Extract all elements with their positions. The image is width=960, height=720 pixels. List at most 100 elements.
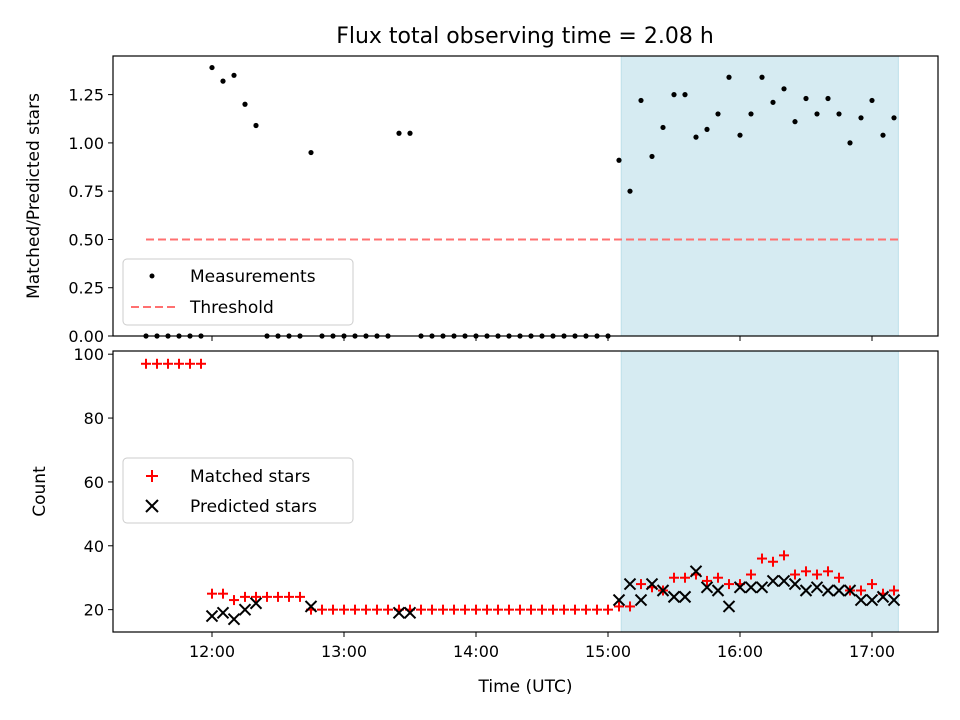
matched-star-point — [372, 604, 382, 615]
top-y-tick-label: 0.50 — [68, 230, 104, 249]
bottom-legend-box — [122, 457, 354, 524]
measurement-point — [869, 97, 875, 104]
bottom-y-tick-label: 100 — [73, 345, 104, 364]
predicted-star-point — [876, 590, 890, 604]
measurement-point — [836, 111, 842, 117]
matched-star-point — [790, 569, 800, 580]
predicted-star-point — [634, 593, 648, 607]
matched-star-point — [757, 553, 767, 564]
measurement-point — [737, 132, 743, 138]
matched-star-point — [141, 358, 151, 369]
measurement-point — [396, 130, 402, 136]
top-y-axis-label: Matched/Predicted stars — [24, 93, 44, 299]
measurement-point — [627, 188, 633, 194]
measurement-point — [803, 95, 809, 102]
matched-legend-plus — [146, 470, 158, 482]
predicted-stars-legend-label: Predicted stars — [190, 497, 317, 517]
top-legend: Measurements Threshold — [122, 258, 354, 326]
matched-star-point — [185, 358, 195, 369]
matched-star-point — [174, 358, 184, 369]
predicted-star-point — [612, 593, 626, 607]
matched-star-point — [240, 591, 250, 602]
x-axis-label: Time (UTC) — [478, 677, 573, 697]
top-y-tick-label: 0.00 — [68, 327, 104, 346]
matched-star-point — [460, 604, 470, 615]
matched-star-point — [416, 604, 426, 615]
measurement-point — [748, 111, 754, 117]
bottom-y-tick-label: 20 — [84, 601, 104, 620]
measurement-point — [220, 78, 226, 84]
matched-star-point — [625, 601, 635, 612]
matched-star-point — [471, 604, 481, 615]
matched-star-point — [504, 604, 514, 615]
predicted-star-point — [799, 584, 813, 597]
measurement-point — [671, 92, 677, 98]
matched-star-point — [515, 604, 525, 615]
threshold-legend-label: Threshold — [189, 298, 274, 318]
measurement-point — [253, 122, 259, 129]
top-y-tick-label: 1.25 — [68, 86, 104, 105]
bottom-y-axis-label: Count — [30, 466, 50, 517]
matched-stars-legend-marker — [146, 470, 158, 482]
matched-star-point — [262, 591, 272, 602]
predicted-star-point — [821, 584, 835, 597]
matched-star-point — [317, 604, 327, 615]
measurement-point — [242, 101, 248, 107]
predicted-star-point — [744, 581, 758, 594]
measurement-point — [682, 92, 688, 98]
matched-star-point — [746, 569, 756, 580]
matched-star-point — [152, 358, 162, 369]
predicted-star-point — [227, 613, 241, 626]
matched-star-point — [526, 604, 536, 615]
matched-star-point — [482, 604, 492, 615]
figure-title: Flux total observing time = 2.08 h — [336, 24, 714, 49]
top-y-axis-ticks: 0.00 0.25 0.50 0.75 1.00 1.25 — [68, 86, 113, 346]
matched-star-point — [636, 579, 646, 590]
measurement-point — [792, 119, 798, 125]
matched-star-point — [207, 588, 217, 599]
predicted-star-point — [205, 609, 219, 623]
bottom-y-tick-label: 80 — [84, 409, 104, 428]
matched-star-point — [889, 585, 899, 596]
x-tick-label: 15:00 — [585, 642, 631, 661]
measurement-point — [825, 95, 831, 102]
matched-star-point — [163, 358, 173, 369]
x-tick-label: 13:00 — [321, 642, 367, 661]
predicted-star-point — [249, 597, 263, 610]
predicted-star-point — [755, 581, 769, 594]
matched-star-point — [779, 550, 789, 561]
bottom-y-tick-label: 60 — [84, 473, 104, 492]
measurement-point — [308, 149, 314, 156]
measurement-point — [858, 115, 864, 121]
predicted-star-point — [843, 584, 857, 597]
matched-star-point — [680, 572, 690, 583]
measurements-legend-marker — [149, 273, 155, 279]
top-legend-box — [122, 258, 354, 326]
predicted-star-point — [304, 600, 318, 613]
predicted-stars-points — [205, 565, 901, 626]
measurement-point — [770, 99, 776, 105]
predicted-star-point — [788, 577, 802, 591]
measurement-point — [209, 64, 215, 71]
bottom-y-axis-ticks: 20 40 60 80 100 — [73, 345, 113, 620]
matched-star-point — [229, 595, 239, 606]
matched-stars-points — [141, 358, 899, 615]
predicted-star-point — [854, 593, 868, 607]
measurement-point — [715, 111, 721, 117]
x-tick-label: 12:00 — [189, 642, 235, 661]
star-count-panel: 20 40 60 80 100 12:00 13:00 14:00 15:00 16:00 17:… — [30, 345, 939, 697]
top-y-tick-label: 1.00 — [68, 134, 104, 153]
predicted-star-point — [216, 606, 230, 620]
matched-star-point — [383, 604, 393, 615]
measurement-point — [231, 72, 237, 78]
x-tick-label: 17:00 — [849, 642, 895, 661]
matched-star-point — [350, 604, 360, 615]
predicted-star-point — [766, 574, 780, 588]
matched-star-point — [196, 358, 206, 369]
bottom-y-tick-label: 40 — [84, 537, 104, 556]
matched-star-point — [427, 604, 437, 615]
predicted-star-point — [832, 584, 846, 597]
predicted-legend-cross — [145, 499, 159, 513]
observing-window-shade-top — [620, 55, 899, 337]
